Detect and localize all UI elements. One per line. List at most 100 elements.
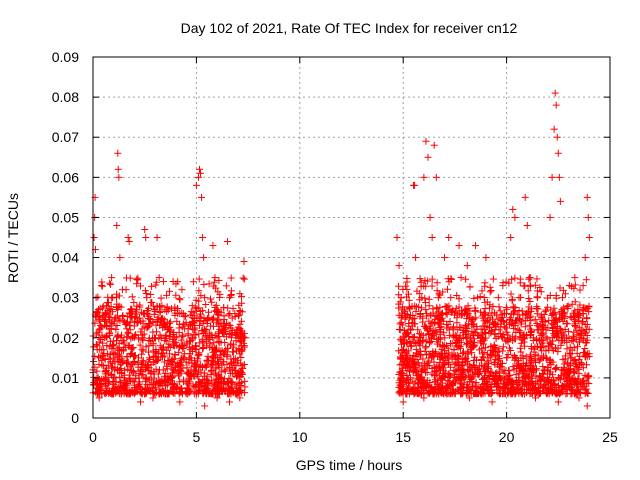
data-point bbox=[537, 329, 545, 337]
data-point bbox=[576, 286, 584, 294]
data-point bbox=[466, 342, 474, 350]
data-point bbox=[533, 293, 541, 301]
data-point bbox=[155, 366, 163, 374]
data-point bbox=[445, 369, 453, 377]
data-point bbox=[215, 360, 223, 368]
data-point bbox=[479, 382, 487, 390]
data-point bbox=[107, 319, 115, 327]
data-point bbox=[420, 379, 428, 387]
data-point bbox=[211, 274, 219, 282]
data-point bbox=[491, 355, 499, 363]
data-point bbox=[490, 371, 498, 379]
data-point bbox=[467, 363, 475, 371]
data-point bbox=[126, 274, 134, 282]
data-point bbox=[405, 319, 413, 327]
data-point bbox=[506, 371, 514, 379]
data-point bbox=[549, 337, 557, 345]
data-point bbox=[145, 381, 153, 389]
data-point bbox=[579, 282, 587, 290]
data-point bbox=[91, 363, 99, 371]
data-point bbox=[585, 350, 593, 358]
data-point bbox=[476, 389, 484, 397]
data-point bbox=[463, 333, 471, 341]
data-point bbox=[485, 304, 493, 312]
data-point bbox=[517, 348, 525, 356]
data-point bbox=[129, 367, 137, 375]
data-point bbox=[118, 312, 126, 320]
data-point bbox=[415, 303, 423, 311]
data-point bbox=[225, 311, 233, 319]
data-point bbox=[139, 347, 147, 355]
data-point bbox=[455, 365, 463, 373]
data-point bbox=[437, 353, 445, 361]
data-point bbox=[479, 375, 487, 383]
data-point bbox=[491, 344, 499, 352]
data-point bbox=[143, 294, 151, 302]
data-point bbox=[550, 125, 558, 133]
data-point bbox=[403, 278, 411, 286]
data-point bbox=[406, 354, 414, 362]
data-point bbox=[400, 338, 408, 346]
data-point bbox=[518, 307, 526, 315]
data-point bbox=[229, 304, 237, 312]
data-point bbox=[105, 355, 113, 363]
data-point bbox=[471, 304, 479, 312]
data-point bbox=[553, 364, 561, 372]
data-point bbox=[118, 370, 126, 378]
data-point bbox=[128, 293, 136, 301]
data-point bbox=[430, 388, 438, 396]
data-point bbox=[202, 337, 210, 345]
data-point bbox=[135, 378, 143, 386]
data-point bbox=[575, 356, 583, 364]
data-point bbox=[211, 344, 219, 352]
data-point bbox=[419, 365, 427, 373]
data-point bbox=[484, 389, 492, 397]
data-point bbox=[152, 348, 160, 356]
data-point bbox=[196, 363, 204, 371]
data-point bbox=[527, 371, 535, 379]
data-point bbox=[234, 323, 242, 331]
data-point bbox=[227, 377, 235, 385]
data-point bbox=[482, 360, 490, 368]
data-point bbox=[500, 369, 508, 377]
data-point bbox=[581, 254, 589, 262]
data-point bbox=[118, 331, 126, 339]
data-point bbox=[497, 317, 505, 325]
data-point bbox=[526, 390, 534, 398]
data-point bbox=[499, 390, 507, 398]
data-point bbox=[532, 394, 540, 402]
data-point bbox=[124, 234, 132, 241]
data-point bbox=[430, 141, 438, 149]
data-point bbox=[93, 308, 101, 316]
data-point bbox=[167, 356, 175, 364]
data-point bbox=[426, 213, 434, 221]
data-point bbox=[235, 379, 243, 387]
data-point bbox=[578, 383, 586, 391]
data-point bbox=[482, 254, 490, 262]
data-point bbox=[240, 258, 248, 266]
data-point bbox=[399, 321, 407, 329]
data-point bbox=[149, 328, 157, 336]
data-point bbox=[486, 288, 494, 296]
data-point bbox=[468, 343, 476, 351]
data-point bbox=[477, 308, 485, 316]
data-point bbox=[399, 351, 407, 359]
data-point bbox=[518, 367, 526, 375]
data-point bbox=[396, 376, 404, 384]
data-point bbox=[497, 359, 505, 367]
data-point bbox=[96, 325, 104, 333]
data-point bbox=[535, 336, 543, 344]
data-point bbox=[526, 274, 534, 282]
data-point bbox=[226, 310, 234, 318]
data-point bbox=[133, 275, 141, 283]
data-point bbox=[564, 304, 572, 312]
data-point bbox=[213, 319, 221, 327]
data-point bbox=[571, 359, 579, 367]
data-point bbox=[521, 193, 529, 201]
data-point bbox=[446, 317, 454, 325]
data-point bbox=[516, 333, 524, 341]
data-point bbox=[561, 355, 569, 363]
data-point bbox=[544, 389, 552, 397]
data-point bbox=[238, 345, 246, 353]
